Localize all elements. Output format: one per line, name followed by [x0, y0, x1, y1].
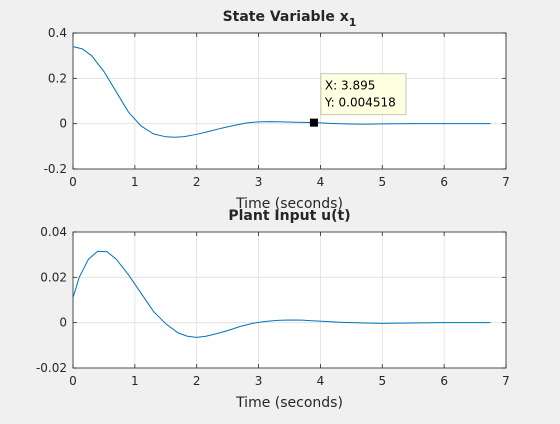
x-tick-label: 5 — [378, 175, 386, 189]
axes-frame — [72, 32, 507, 170]
x-tick-label: 6 — [440, 175, 448, 189]
x-tick-label: 2 — [193, 175, 201, 189]
x-tick-label: 1 — [131, 175, 139, 189]
x-tick-label: 3 — [255, 175, 263, 189]
x-tick-label: 1 — [131, 374, 139, 388]
x-tick-label: 2 — [193, 374, 201, 388]
x-tick-label: 6 — [440, 374, 448, 388]
title-subscript: 1 — [349, 16, 357, 29]
y-tick-label: 0.2 — [48, 71, 67, 85]
datatip-marker — [309, 118, 318, 127]
series-line — [72, 250, 491, 338]
datatip-y-text: Y: 0.004518 — [324, 96, 396, 110]
datatip-box — [320, 73, 407, 116]
datatip-x-text: X: 3.895 — [325, 79, 375, 93]
datatip: X: 3.895 Y: 0.004518 — [309, 73, 407, 127]
x-tick-label: 0 — [69, 374, 77, 388]
x-tick-label: 4 — [317, 374, 325, 388]
plot-area — [73, 232, 506, 368]
axes-frame — [72, 231, 507, 369]
y-tick-label: 0 — [59, 316, 67, 330]
y-tick-label: 0.02 — [40, 270, 67, 284]
y-tick-label: 0.4 — [48, 26, 67, 40]
x-axis-label: Time (seconds) — [235, 196, 343, 212]
x-tick-label: 3 — [255, 374, 263, 388]
x-tick-label: 7 — [502, 374, 510, 388]
plot-area — [73, 33, 506, 169]
series-line — [72, 46, 491, 138]
x-tick-label: 7 — [502, 175, 510, 189]
y-tick-label: -0.2 — [44, 162, 67, 176]
x-tick-label: 4 — [317, 175, 325, 189]
x-tick-label: 5 — [378, 374, 386, 388]
y-tick-label: -0.02 — [36, 361, 67, 375]
y-tick-label: 0.04 — [40, 225, 67, 239]
x-axis-label: Time (seconds) — [235, 395, 343, 411]
y-tick-label: 0 — [59, 117, 67, 131]
chart-title: Plant Input u(t) — [228, 208, 350, 224]
x-tick-label: 0 — [69, 175, 77, 189]
chart-title: State Variable x1 — [223, 9, 357, 29]
